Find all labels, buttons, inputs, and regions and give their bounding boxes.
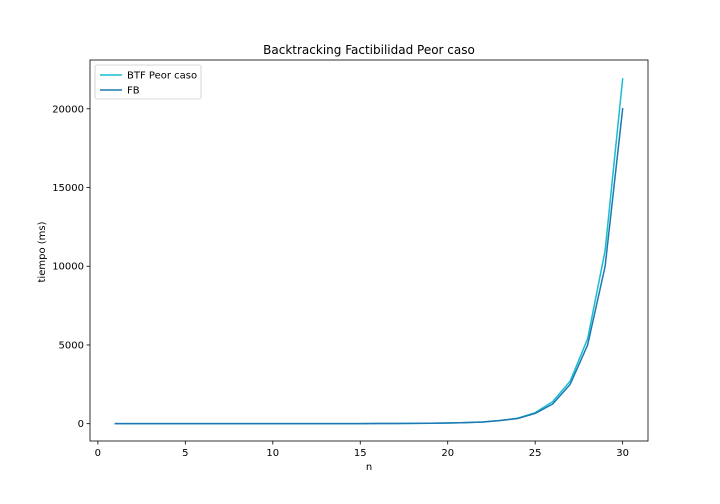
x-tick-label: 10 xyxy=(266,448,279,459)
x-tick-label: 30 xyxy=(616,448,629,459)
chart-title: Backtracking Factibilidad Peor caso xyxy=(263,43,475,57)
plot-area xyxy=(114,78,624,425)
x-tick-label: 0 xyxy=(95,448,101,459)
series-line-1 xyxy=(114,107,624,425)
x-tick-label: 15 xyxy=(354,448,367,459)
y-tick-label: 10000 xyxy=(52,262,84,273)
x-tick-label: 25 xyxy=(529,448,542,459)
legend-label-1: FB xyxy=(127,86,140,97)
legend-label-0: BTF Peor caso xyxy=(127,71,197,82)
y-axis-label: tiempo (ms) xyxy=(37,221,48,282)
x-tick-label: 5 xyxy=(182,448,188,459)
legend: BTF Peor caso FB xyxy=(94,64,202,100)
y-tick-label: 0 xyxy=(78,419,84,430)
x-tick-label: 20 xyxy=(441,448,454,459)
axes-frame xyxy=(89,59,649,442)
x-axis-label: n xyxy=(366,462,372,473)
axes: 0 5 10 15 20 25 30 0 5000 10000 15000 20000 xyxy=(52,59,649,459)
y-tick-label: 20000 xyxy=(52,104,84,115)
y-tick-label: 5000 xyxy=(59,340,84,351)
y-tick-label: 15000 xyxy=(52,183,84,194)
